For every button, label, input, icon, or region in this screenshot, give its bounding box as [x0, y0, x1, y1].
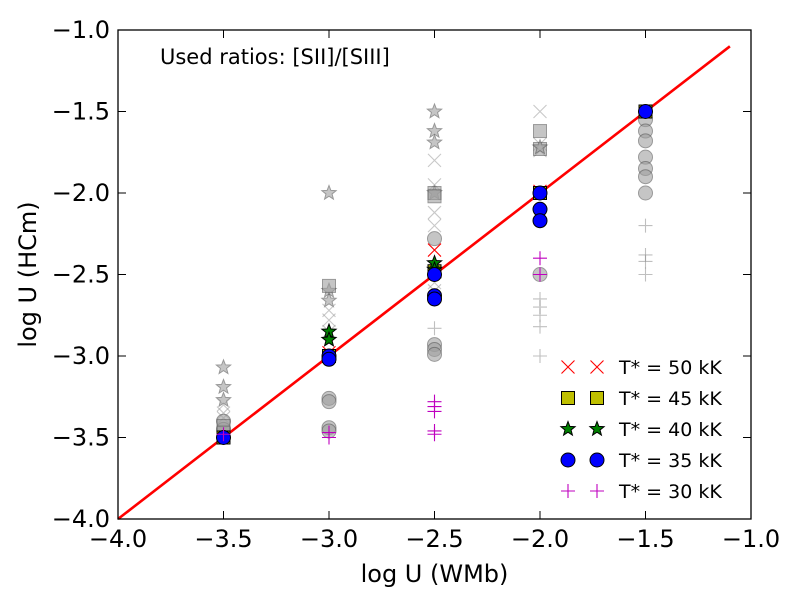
background-plus-point	[427, 321, 442, 336]
legend-label: T* = 50 kK	[618, 357, 722, 379]
background-plus-point	[638, 267, 653, 282]
series-plus-point	[427, 404, 442, 419]
plot-frame	[117, 29, 752, 520]
legend-plus-marker	[590, 484, 604, 498]
background-star-point	[531, 138, 549, 155]
background-x-point	[427, 205, 442, 220]
annotation-text: Used ratios: [SII]/[SIII]	[160, 45, 390, 69]
background-circle-point	[638, 169, 653, 185]
series-plus-point	[533, 267, 547, 282]
x-tick-labels: −4.0 −3.5 −3.0 −2.5 −2.0 −1.5 −1.0	[89, 525, 780, 553]
x-tick-label: −1.5	[616, 525, 674, 553]
y-tick-label: −2.5	[52, 261, 110, 289]
x-tick-label: −1.0	[722, 525, 780, 553]
background-x-point	[427, 153, 442, 168]
background-x-point	[533, 104, 547, 119]
series-plus-point	[322, 430, 336, 445]
series-circle-point	[427, 267, 442, 282]
background-circle-point	[427, 346, 442, 362]
legend-circle-marker	[560, 452, 576, 468]
series-plus-point	[533, 251, 547, 266]
y-tick-label: −3.5	[52, 424, 110, 452]
legend-x-marker	[561, 360, 575, 374]
background-plus-point	[533, 349, 547, 363]
background-square-point	[533, 124, 547, 139]
legend-label: T* = 45 kK	[618, 388, 722, 410]
y-tick-labels: −4.0 −3.5 −3.0 −2.5 −2.0 −1.5 −1.0	[52, 16, 110, 533]
legend-square-marker	[561, 391, 575, 405]
x-tick-label: −2.5	[405, 525, 463, 553]
background-x-point	[427, 218, 442, 233]
background-plus-point	[638, 218, 653, 233]
background-circle-point	[321, 394, 337, 410]
legend-label: T* = 30 kK	[618, 481, 722, 503]
series-circle-point	[532, 185, 548, 201]
background-plus-point	[638, 254, 653, 269]
background-points	[215, 102, 653, 440]
legend-label: T* = 35 kK	[618, 450, 722, 472]
background-x-point	[322, 313, 336, 328]
series-circle-point	[427, 291, 442, 307]
background-x-point	[322, 303, 336, 318]
y-axis-label: log U (HCm)	[14, 201, 42, 347]
background-star-point	[215, 358, 232, 375]
background-square-point	[427, 189, 442, 204]
legend-star-marker	[559, 420, 577, 437]
tick-marks	[117, 29, 752, 520]
series-circle-point	[638, 104, 653, 119]
series-x-point	[427, 243, 442, 257]
x-tick-label: −2.0	[511, 525, 569, 553]
background-star-point	[320, 184, 338, 201]
legend-x-marker	[590, 360, 604, 374]
background-circle-point	[638, 133, 653, 149]
background-star-point	[426, 133, 443, 150]
legend: T* = 50 kK T* = 45 kK T* = 40 kK T* = 35 kK…	[559, 357, 722, 503]
y-tick-label: −1.0	[52, 16, 110, 44]
background-plus-point	[533, 319, 547, 334]
legend-circle-marker	[589, 452, 605, 468]
y-tick-label: −1.5	[52, 98, 110, 126]
background-circle-point	[638, 185, 653, 201]
y-tick-label: −4.0	[52, 505, 110, 533]
series-plus-point	[216, 427, 231, 442]
background-star-point	[215, 378, 232, 395]
background-star-point	[320, 291, 338, 308]
legend-square-marker	[590, 391, 604, 405]
x-tick-label: −4.0	[89, 525, 147, 553]
series-circle-point	[532, 213, 548, 229]
x-tick-label: −3.0	[300, 525, 358, 553]
y-tick-label: −3.0	[52, 342, 110, 370]
background-star-point	[426, 102, 443, 119]
series-points	[216, 104, 653, 445]
y-tick-label: −2.0	[52, 179, 110, 207]
series-circle-point	[321, 351, 337, 367]
legend-plus-marker	[561, 484, 575, 498]
legend-star-marker	[588, 420, 606, 437]
background-square-point	[322, 278, 336, 293]
legend-label: T* = 40 kK	[618, 419, 722, 441]
series-star-point	[320, 330, 338, 347]
x-axis-label: log U (WMb)	[361, 560, 509, 588]
background-star-point	[215, 391, 232, 408]
series-plus-point	[427, 427, 442, 442]
x-tick-label: −3.5	[194, 525, 252, 553]
background-circle-point	[427, 231, 442, 247]
